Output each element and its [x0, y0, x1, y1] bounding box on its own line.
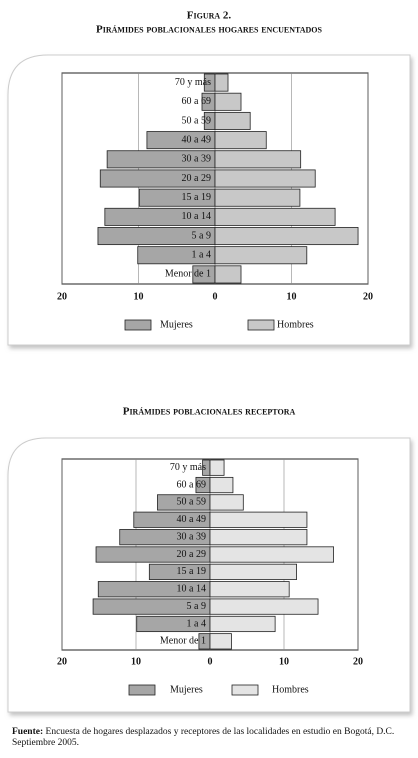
x-tick-label: 20 [57, 291, 67, 302]
bar [214, 188, 301, 207]
category-label: 20 a 29 [177, 549, 206, 560]
bar [214, 246, 308, 265]
category-label: 60 a 69 [177, 479, 206, 490]
category-label: 70 y más [170, 462, 206, 473]
category-label: 5 a 9 [192, 230, 211, 241]
category-label: 50 a 59 [182, 115, 211, 126]
bar [214, 73, 229, 92]
category-label: 1 a 4 [187, 618, 206, 629]
category-label: 15 a 19 [177, 566, 206, 577]
x-tick-label: 10 [279, 656, 289, 667]
category-label: 15 a 19 [182, 192, 211, 203]
category-label: 1 a 4 [192, 250, 211, 261]
legend-swatch [124, 319, 152, 331]
bar [209, 563, 297, 580]
legend-swatch [231, 684, 259, 696]
bar [214, 111, 251, 130]
x-tick-label: 10 [131, 656, 141, 667]
category-label: 20 a 29 [182, 173, 211, 184]
bar [209, 476, 234, 494]
bar [209, 615, 276, 633]
category-label: Menor de 1 [160, 636, 206, 647]
x-tick-label: 10 [287, 291, 297, 302]
category-label: 70 y más [175, 77, 211, 88]
source-label: Fuente: [12, 727, 44, 737]
figure: Figura 2. Pirámides poblacionales hogare… [7, 10, 411, 713]
category-label: 10 a 14 [177, 584, 206, 595]
category-label: 40 a 49 [182, 134, 211, 145]
category-label: 10 a 14 [182, 211, 211, 222]
bar [214, 227, 359, 246]
bar [209, 633, 232, 650]
x-tick-label: 20 [363, 291, 373, 302]
x-tick-label: 10 [134, 291, 144, 302]
bar [209, 529, 308, 546]
legend-label: Mujeres [170, 684, 203, 695]
category-label: Menor de 1 [165, 269, 211, 280]
bar [209, 511, 308, 528]
figure-label: Figura 2. [187, 10, 232, 22]
bar [209, 494, 244, 511]
category-label: 30 a 39 [182, 154, 211, 165]
x-tick-label: 20 [353, 656, 363, 667]
category-label: 30 a 39 [177, 531, 206, 542]
bar [214, 92, 242, 111]
bar [209, 546, 334, 563]
category-label: 40 a 49 [177, 514, 206, 525]
bar [214, 150, 302, 169]
bar [209, 581, 290, 598]
legend-swatch [247, 319, 275, 331]
source-note: Fuente: Encuesta de hogares desplazados … [12, 727, 412, 749]
x-tick-label: 20 [57, 656, 67, 667]
source-text: Encuesta de hogares desplazados y recept… [12, 727, 395, 748]
chart-title: Pirámides poblacionales receptora [123, 406, 296, 418]
legend-swatch [128, 684, 156, 696]
chart-title: Pirámides poblacionales hogares encuenta… [96, 24, 323, 36]
legend-label: Hombres [277, 319, 314, 330]
bar [209, 459, 225, 476]
bar [214, 265, 242, 284]
legend-label: Hombres [272, 684, 309, 695]
legend-label: Mujeres [160, 319, 193, 330]
category-label: 50 a 59 [177, 497, 206, 508]
x-tick-label: 0 [208, 656, 213, 667]
category-label: 60 a 69 [182, 96, 211, 107]
category-label: 5 a 9 [187, 601, 206, 612]
bar [214, 131, 267, 150]
bar [209, 598, 319, 615]
x-tick-label: 0 [213, 291, 218, 302]
bar [214, 207, 336, 226]
bar [214, 169, 316, 188]
